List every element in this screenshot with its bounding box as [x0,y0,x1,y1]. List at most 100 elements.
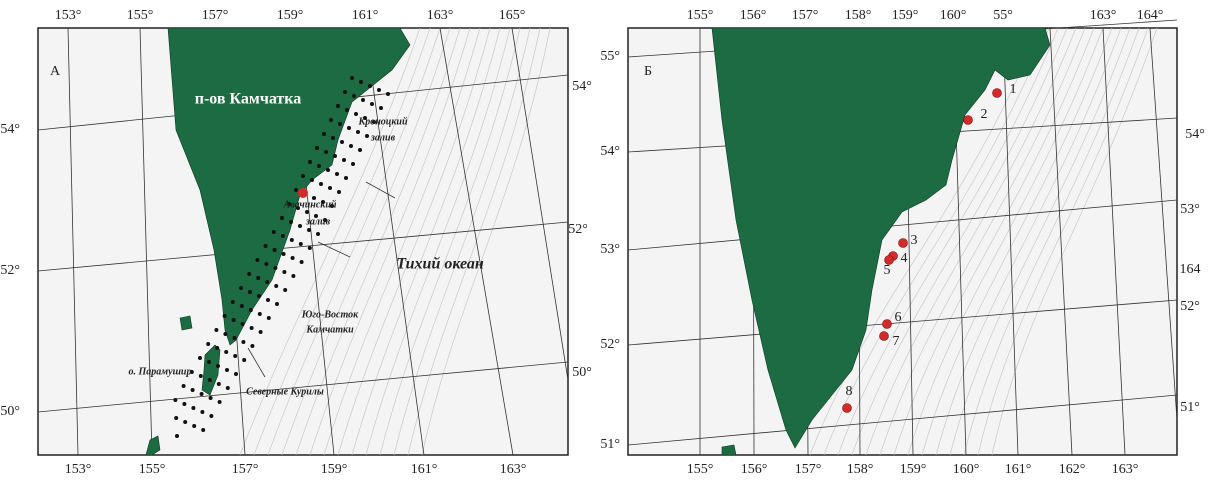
station-dot [352,94,356,98]
station-dot [234,372,238,376]
station-dot [225,386,230,390]
contour [949,27,1131,456]
station-dot [242,358,247,362]
station-dot [198,374,203,378]
contour [267,27,441,456]
station-dot [199,392,204,396]
paramushir-island [201,344,221,396]
right-coordinate-label: 50° [572,365,592,380]
station-dot [283,288,288,292]
contour [851,27,1068,456]
station-dot [266,316,271,320]
station-dot [247,272,252,276]
station-dot [271,230,276,234]
station-dot [349,144,353,148]
station-dot [248,308,253,312]
station-dot [328,186,332,190]
bottom-coordinate-label: 161° [411,462,438,477]
station-dot [307,246,312,250]
station-dot [173,398,178,402]
station-dot [299,260,304,264]
contour [893,27,1095,456]
station-dot [273,266,278,270]
contour [809,27,1041,456]
station-dot [290,256,295,260]
station-dot [281,252,286,256]
station-dot [305,210,309,214]
station-dot [329,118,333,122]
station-dot [280,216,284,220]
station-dot [361,98,365,102]
station-dot [209,414,214,418]
place-name: Камчатки [305,324,354,335]
station-dot [289,238,294,242]
station-dot [206,342,211,346]
station-marker [882,319,892,329]
station-dot [275,302,279,306]
place-name: залив [370,132,396,143]
station-dot [326,168,330,172]
station-dot [301,174,305,178]
top-coordinate-label: 163° [1090,8,1117,23]
station-dot [198,356,202,360]
station-dot [310,178,314,182]
contour [977,27,1149,456]
kamchatka-land [167,27,411,346]
station-dot [289,220,293,224]
right-coordinate-label: 51° [1180,400,1200,415]
right-coordinate-label: 53° [1180,202,1200,217]
station-dot [225,368,229,372]
station-marker [898,238,908,248]
left-coordinate-label: 54° [600,144,620,159]
station-dot [200,410,205,414]
contour [407,27,541,456]
station-dot [365,134,369,138]
station-dot [274,284,279,288]
contour [323,27,481,456]
contour [963,27,1140,456]
station-dot [356,130,360,134]
right-coordinate-label: 54° [1185,127,1205,142]
left-coordinate-label: 52° [600,337,620,352]
station-dot [372,120,376,124]
contour [295,27,461,456]
graticule-line [627,394,1178,446]
bottom-coordinate-label: 155° [139,462,166,477]
station-dot [257,294,261,298]
station-number: 5 [884,263,891,278]
graticule-line [139,27,153,456]
station-dot [214,328,219,332]
station-number: 4 [901,251,908,266]
station-dot [266,298,270,302]
island [721,444,737,456]
shumshu-island [179,315,193,331]
station-dot [216,382,221,386]
bottom-coordinate-label: 161° [1005,462,1032,477]
station-dot [377,88,381,92]
kamchatka-land [711,27,1051,449]
top-coordinate-label: 158° [845,8,872,23]
station-dot [335,172,339,176]
station-dot [298,224,302,228]
station-dot [256,276,261,280]
station-dot [217,400,222,404]
contour [281,27,451,456]
station-dot [323,218,327,222]
top-coordinate-label: 165° [499,8,526,23]
graticule-line [1049,27,1073,456]
station-dot [344,176,348,180]
petropavlovsk-point [298,188,308,198]
station-dot [342,158,346,162]
station-dot [207,378,212,382]
graticule-line [1002,27,1019,456]
contour [337,27,491,456]
place-name: Юго-Восток [301,309,359,320]
station-dot [189,370,194,374]
graticule-line [37,361,569,413]
station-dot [340,140,344,144]
place-name: п-ов Камчатка [195,91,302,108]
left-coordinate-label: 55° [600,49,620,64]
graticule-line [511,27,569,381]
bottom-coordinate-label: 156° [741,462,768,477]
